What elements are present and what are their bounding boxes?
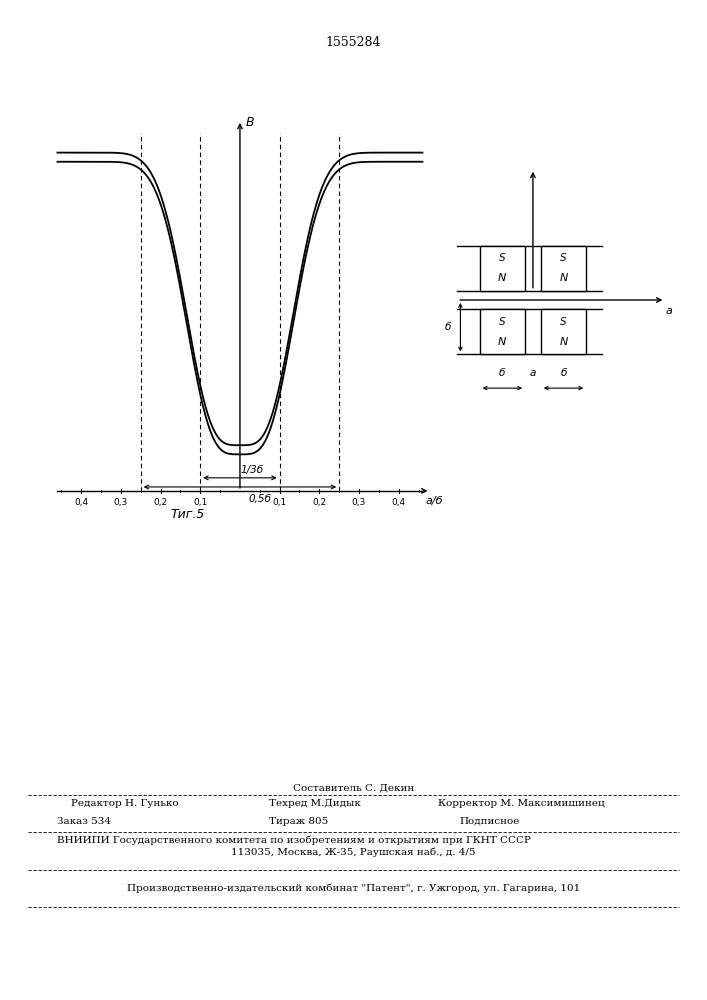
Text: 1/3б: 1/3б [240, 465, 264, 475]
Text: a/б: a/б [426, 496, 443, 506]
Text: Заказ 534: Заказ 534 [57, 816, 110, 826]
Text: 0,2: 0,2 [153, 498, 168, 507]
Text: 0,1: 0,1 [272, 498, 287, 507]
Text: B: B [245, 116, 255, 129]
Bar [479, 309, 525, 354]
Text: б: б [445, 322, 451, 332]
Text: 0,4: 0,4 [74, 498, 88, 507]
Text: N: N [559, 273, 568, 283]
Text: Составитель С. Декин: Составитель С. Декин [293, 784, 414, 792]
Text: 113035, Москва, Ж-35, Раушская наб., д. 4/5: 113035, Москва, Ж-35, Раушская наб., д. … [231, 847, 476, 857]
Text: N: N [498, 273, 506, 283]
Text: N: N [498, 337, 506, 347]
Text: S: S [560, 253, 567, 263]
Text: 0,2: 0,2 [312, 498, 327, 507]
Text: S: S [499, 253, 506, 263]
Text: Корректор М. Максимишинец: Корректор М. Максимишинец [438, 800, 605, 808]
Bar [541, 246, 586, 291]
Text: a: a [530, 368, 536, 378]
Text: S: S [560, 317, 567, 327]
Text: ВНИИПИ Государственного комитета по изобретениям и открытиям при ГКНТ СССР: ВНИИПИ Государственного комитета по изоб… [57, 835, 530, 845]
Text: 0,5б: 0,5б [248, 494, 271, 504]
Text: a: a [665, 306, 672, 316]
Bar [541, 309, 586, 354]
Text: Техред М.Дидык: Техред М.Дидык [269, 800, 361, 808]
Text: Тираж 805: Тираж 805 [269, 816, 328, 826]
Text: N: N [559, 337, 568, 347]
Text: 1555284: 1555284 [326, 35, 381, 48]
Text: Производственно-издательский комбинат "Патент", г. Ужгород, ул. Гагарина, 101: Производственно-издательский комбинат "П… [127, 883, 580, 893]
Text: S: S [499, 317, 506, 327]
Text: Подписное: Подписное [460, 816, 520, 826]
Text: 0,4: 0,4 [392, 498, 406, 507]
Text: 0,3: 0,3 [114, 498, 128, 507]
Text: 0,3: 0,3 [352, 498, 366, 507]
Bar [479, 246, 525, 291]
Text: 0,1: 0,1 [193, 498, 207, 507]
Text: Τиг.5: Τиг.5 [170, 508, 204, 522]
Text: б: б [561, 368, 567, 378]
Text: Редактор Н. Гунько: Редактор Н. Гунько [71, 800, 178, 808]
Text: б: б [499, 368, 506, 378]
